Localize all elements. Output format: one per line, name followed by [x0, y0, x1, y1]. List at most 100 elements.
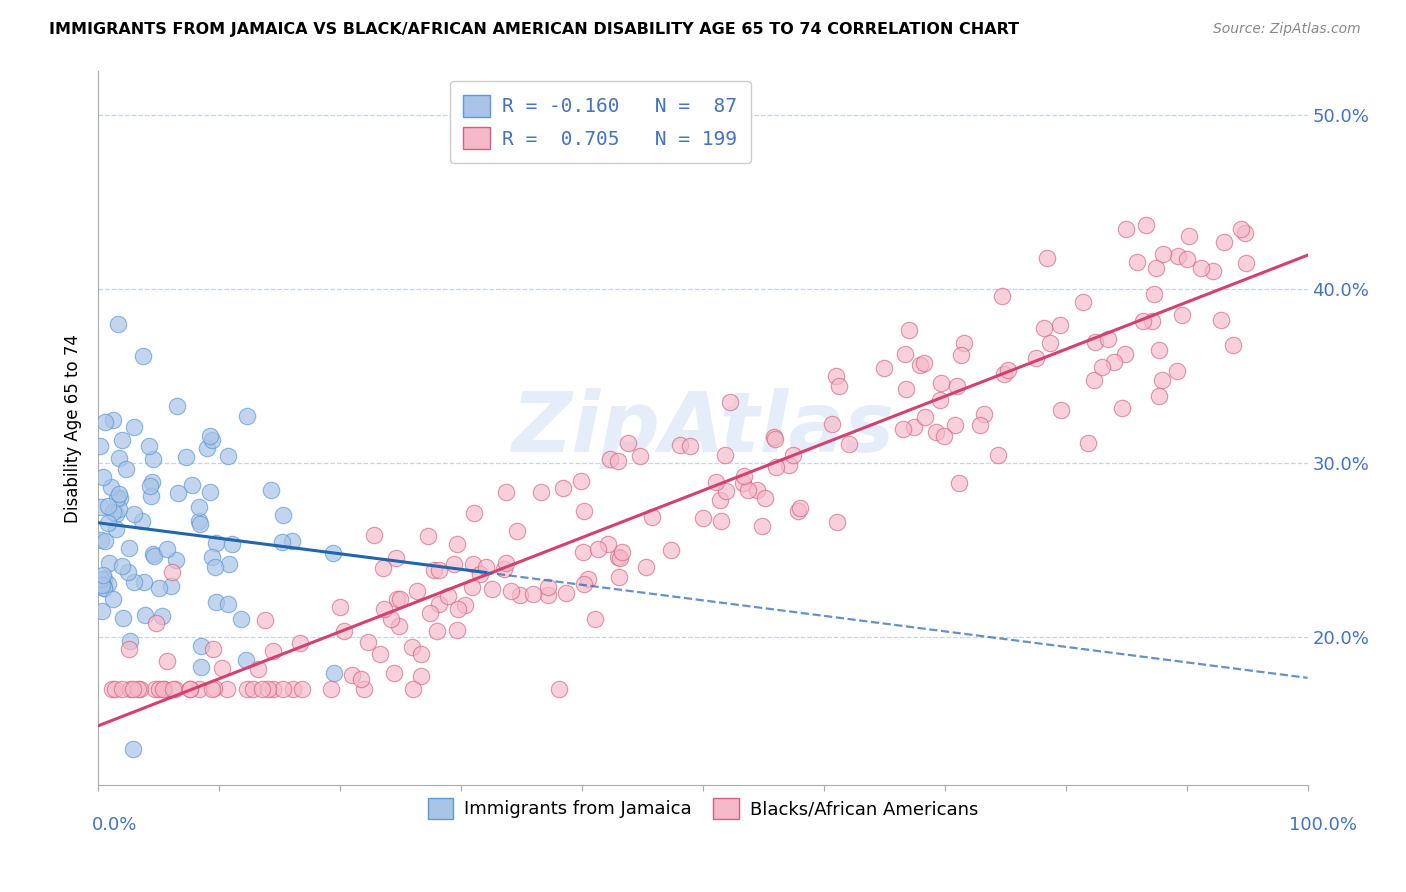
Point	[122, 574, 145, 589]
Point	[599, 452, 621, 467]
Point	[1135, 219, 1157, 233]
Point	[323, 665, 346, 680]
Point	[778, 458, 800, 472]
Point	[1114, 347, 1136, 361]
Point	[262, 682, 284, 697]
Point	[993, 367, 1015, 381]
Point	[754, 491, 776, 506]
Point	[134, 607, 156, 622]
Point	[953, 336, 976, 351]
Point	[763, 432, 786, 446]
Point	[247, 662, 270, 676]
Point	[329, 600, 352, 615]
Point	[825, 368, 848, 383]
Point	[572, 576, 595, 591]
Point	[609, 550, 631, 565]
Point	[187, 682, 209, 697]
Point	[969, 418, 991, 433]
Point	[152, 682, 174, 697]
Point	[583, 612, 606, 626]
Legend: Immigrants from Jamaica, Blacks/African Americans: Immigrants from Jamaica, Blacks/African …	[418, 787, 988, 830]
Point	[94, 534, 117, 549]
Point	[751, 518, 773, 533]
Point	[610, 544, 633, 558]
Point	[236, 682, 259, 697]
Point	[104, 682, 127, 697]
Point	[166, 399, 188, 413]
Point	[454, 598, 477, 612]
Point	[188, 500, 211, 514]
Point	[174, 450, 197, 464]
Point	[195, 441, 218, 455]
Point	[122, 507, 145, 521]
Point	[576, 572, 599, 586]
Point	[987, 448, 1010, 462]
Point	[91, 604, 114, 618]
Point	[108, 451, 131, 466]
Point	[991, 288, 1014, 302]
Point	[1167, 249, 1189, 263]
Point	[718, 395, 741, 409]
Point	[704, 475, 727, 489]
Point	[229, 612, 252, 626]
Point	[120, 682, 142, 697]
Point	[382, 665, 405, 680]
Point	[385, 551, 408, 566]
Point	[1073, 295, 1095, 310]
Point	[97, 556, 120, 570]
Point	[108, 501, 131, 516]
Point	[281, 682, 304, 697]
Y-axis label: Disability Age 65 to 74: Disability Age 65 to 74	[65, 334, 83, 523]
Point	[93, 572, 115, 586]
Point	[973, 408, 995, 422]
Point	[91, 568, 114, 582]
Point	[188, 516, 211, 531]
Point	[1083, 373, 1105, 387]
Point	[217, 597, 239, 611]
Point	[252, 682, 274, 697]
Point	[1036, 251, 1059, 265]
Point	[201, 434, 224, 448]
Point	[825, 515, 848, 529]
Point	[166, 553, 188, 567]
Point	[291, 682, 314, 697]
Point	[1152, 373, 1174, 387]
Point	[628, 449, 651, 463]
Point	[426, 624, 449, 638]
Point	[891, 422, 914, 436]
Point	[460, 580, 482, 594]
Point	[350, 672, 373, 686]
Point	[148, 682, 170, 697]
Point	[94, 415, 117, 429]
Point	[118, 634, 141, 648]
Point	[948, 475, 970, 490]
Point	[121, 742, 143, 756]
Point	[1144, 261, 1167, 276]
Point	[821, 417, 844, 432]
Point	[547, 682, 569, 697]
Point	[1202, 264, 1225, 278]
Point	[1025, 351, 1047, 365]
Point	[1115, 222, 1137, 236]
Point	[572, 545, 595, 559]
Point	[446, 602, 468, 616]
Point	[160, 579, 183, 593]
Point	[893, 347, 915, 361]
Point	[101, 505, 124, 519]
Point	[90, 572, 112, 586]
Point	[1084, 334, 1107, 349]
Point	[1032, 320, 1054, 334]
Point	[138, 439, 160, 453]
Point	[1209, 313, 1232, 327]
Point	[416, 529, 439, 543]
Point	[97, 499, 120, 513]
Point	[405, 584, 427, 599]
Point	[607, 454, 630, 468]
Point	[679, 439, 702, 453]
Point	[1097, 332, 1119, 346]
Point	[104, 507, 127, 521]
Point	[1143, 287, 1166, 301]
Point	[997, 363, 1019, 377]
Point	[198, 484, 221, 499]
Point	[1132, 314, 1154, 328]
